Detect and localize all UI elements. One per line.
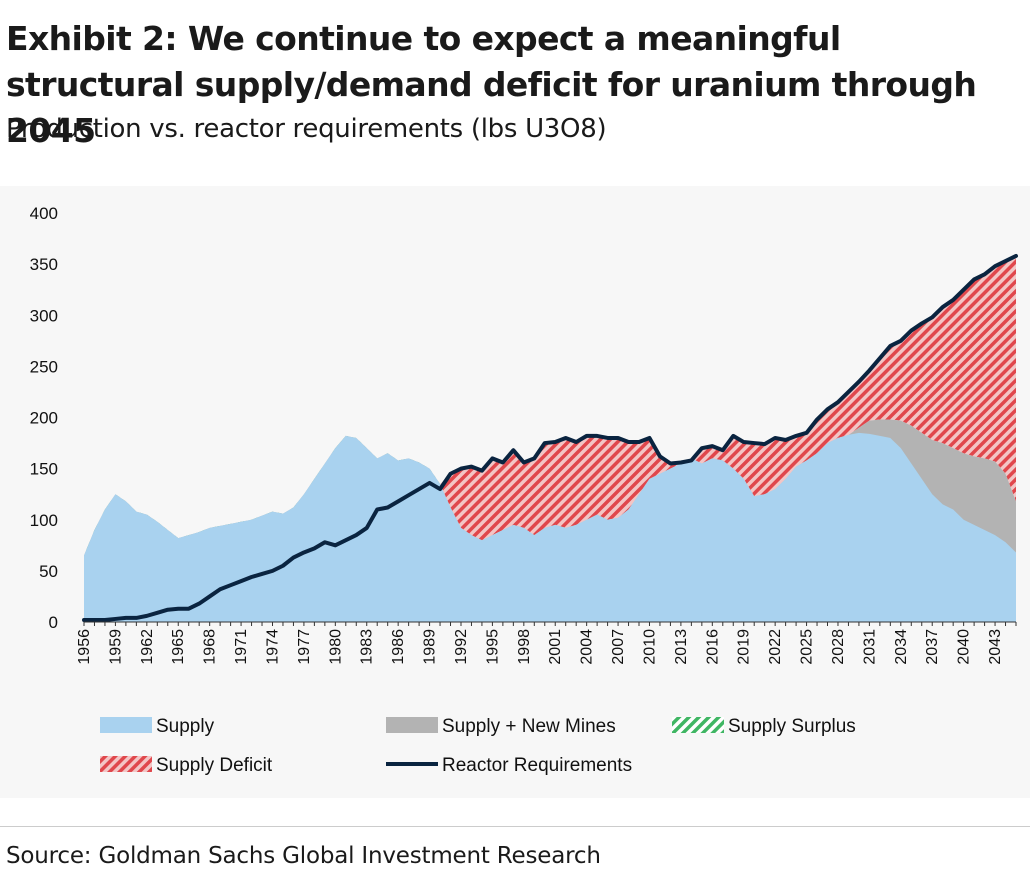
x-tick-label: 2013 [673,629,690,665]
x-tick-label: 2010 [641,629,658,665]
y-tick-label: 100 [30,511,58,530]
y-tick-label: 400 [30,204,58,223]
y-tick-label: 200 [30,409,58,428]
x-tick-label: 2040 [956,629,973,665]
reactor-requirements-line [82,253,1018,622]
chart-areas [84,255,1016,622]
x-tick-label: 1989 [422,629,439,665]
x-tick-label: 2025 [799,629,816,665]
y-tick-label: 300 [30,306,58,325]
x-tick-label: 2001 [547,629,564,665]
x-tick-label: 1971 [233,629,250,665]
y-axis: 0 50 100 150 200 250 300 350 400 [30,204,58,632]
x-tick-label: 1998 [516,629,533,665]
x-tick-label: 2028 [830,629,847,665]
x-axis: 1956 1959 1962 1965 1968 1971 1974 1977 1980 1983… [76,621,1017,665]
legend-swatch-supply-deficit [100,756,152,772]
x-tick-label: 2037 [924,629,941,665]
legend-swatch-supply-surplus [672,717,724,733]
y-tick-label: 350 [30,255,58,274]
legend-label-supply-new-mines: Supply + New Mines [442,716,616,737]
legend-label-supply: Supply [156,716,215,737]
legend-swatch-supply [100,717,152,733]
x-tick-label: 1968 [202,629,219,665]
x-tick-label: 1956 [76,629,93,665]
chart-panel: 0 50 100 150 200 250 300 350 400 1956 1959 1962 196… [0,186,1030,798]
x-tick-label: 1959 [107,629,124,665]
x-tick-label: 1980 [327,629,344,665]
x-tick-label: 1962 [139,629,156,665]
x-tick-label: 1986 [390,629,407,665]
x-tick-label: 2034 [893,629,910,665]
legend: Supply Supply + New Mines Supply Surplus Su… [100,716,856,776]
supply-area [84,432,1016,622]
legend-swatch-supply-new-mines [386,717,438,733]
reactor-line-layer [82,253,1018,622]
legend-label-reactor-requirements: Reactor Requirements [442,755,632,776]
supply-deficit-area [84,255,1016,556]
x-tick-label: 1977 [296,629,313,665]
footer-divider [0,826,1030,827]
x-tick-label: 2031 [861,629,878,665]
legend-label-supply-surplus: Supply Surplus [728,716,856,737]
y-tick-label: 250 [30,357,58,376]
x-tick-label: 2043 [987,629,1004,665]
chart-subtitle: Production vs. reactor requirements (lbs… [6,114,607,144]
x-tick-label: 2004 [579,629,596,665]
x-tick-label: 2007 [610,629,627,665]
legend-label-supply-deficit: Supply Deficit [156,755,273,776]
y-tick-label: 50 [39,562,58,581]
x-tick-label: 2022 [767,629,784,665]
x-tick-label: 2016 [704,629,721,665]
x-tick-label: 1965 [170,629,187,665]
x-tick-label: 2019 [736,629,753,665]
x-tick-label: 1974 [264,629,281,665]
uranium-supply-demand-chart: 0 50 100 150 200 250 300 350 400 1956 1959 1962 196… [30,204,1018,776]
source-note: Source: Goldman Sachs Global Investment … [6,843,601,869]
y-tick-label: 0 [49,613,58,632]
x-tick-label: 1995 [484,629,501,665]
chart-title: Exhibit 2: We continue to expect a meani… [6,19,977,150]
y-tick-label: 150 [30,460,58,479]
x-tick-label: 1983 [359,629,376,665]
x-tick-label: 1992 [453,629,470,665]
